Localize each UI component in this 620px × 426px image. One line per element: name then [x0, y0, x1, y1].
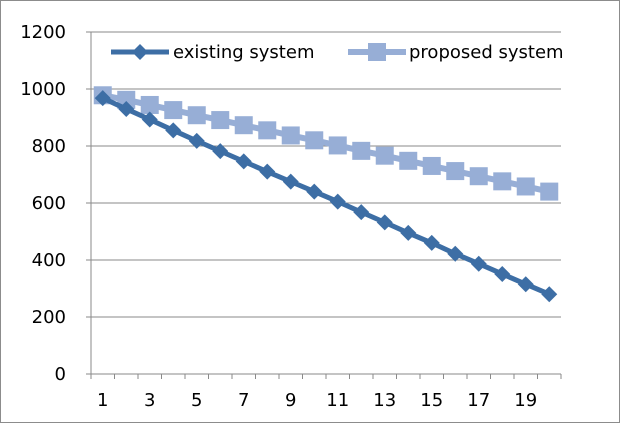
proposed-system-point [375, 146, 394, 165]
y-tick-label: 400 [32, 250, 66, 271]
y-tick-label: 600 [32, 193, 66, 214]
legend-existing-system-label: existing system [173, 42, 314, 63]
existing-system-point [376, 214, 393, 231]
x-tick-label: 13 [373, 390, 396, 411]
x-tick-label: 3 [144, 390, 155, 411]
existing-system-point [353, 204, 370, 221]
existing-system-point [212, 143, 229, 160]
existing-system-point [282, 173, 299, 190]
x-tick-label: 5 [191, 390, 202, 411]
proposed-system-point [446, 162, 465, 181]
existing-system-point [494, 265, 511, 282]
existing-system-point [94, 90, 111, 107]
y-tick-label: 1000 [20, 79, 66, 100]
proposed-system-point [281, 126, 300, 145]
x-tick-label: 7 [238, 390, 249, 411]
proposed-system-point [211, 111, 230, 130]
existing-system-point [517, 276, 534, 293]
proposed-system-point [305, 131, 324, 150]
y-tick-label: 200 [32, 307, 66, 328]
existing-system-point [400, 224, 417, 241]
proposed-system-point [493, 172, 512, 191]
existing-system-point [141, 111, 158, 128]
x-tick-label: 1 [97, 390, 108, 411]
existing-system-point [235, 153, 252, 170]
existing-system-point [259, 163, 276, 180]
existing-system-point [447, 245, 464, 262]
legend-proposed-system-label: proposed system [409, 42, 564, 63]
proposed-system-point [234, 116, 253, 135]
x-tick-label: 17 [467, 390, 490, 411]
existing-system-point [118, 100, 135, 117]
x-tick-label: 11 [326, 390, 349, 411]
existing-system-point [329, 193, 346, 210]
y-tick-label: 800 [32, 136, 66, 157]
proposed-system-point [164, 101, 183, 120]
proposed-system-point [540, 182, 559, 201]
existing-system-point [470, 255, 487, 272]
proposed-system-point [469, 167, 488, 186]
existing-system-point [423, 234, 440, 251]
legend-proposed-system-marker [368, 43, 386, 61]
existing-system-point [188, 132, 205, 149]
proposed-system-point [187, 106, 206, 125]
proposed-system-point [258, 121, 277, 140]
y-tick-label: 1200 [20, 22, 66, 43]
y-tick-label: 0 [55, 364, 66, 385]
x-tick-label: 19 [514, 390, 537, 411]
proposed-system-point [328, 136, 347, 155]
proposed-system-point [352, 141, 371, 160]
existing-system-point [306, 183, 323, 200]
x-tick-label: 15 [420, 390, 443, 411]
proposed-system-point [422, 156, 441, 175]
legend-existing-system-marker [132, 44, 148, 60]
x-tick-label: 9 [285, 390, 296, 411]
proposed-system-point [516, 177, 535, 196]
proposed-system-point [140, 95, 159, 114]
proposed-system-point [399, 151, 418, 170]
existing-system-point [541, 286, 558, 303]
existing-system-point [165, 122, 182, 139]
